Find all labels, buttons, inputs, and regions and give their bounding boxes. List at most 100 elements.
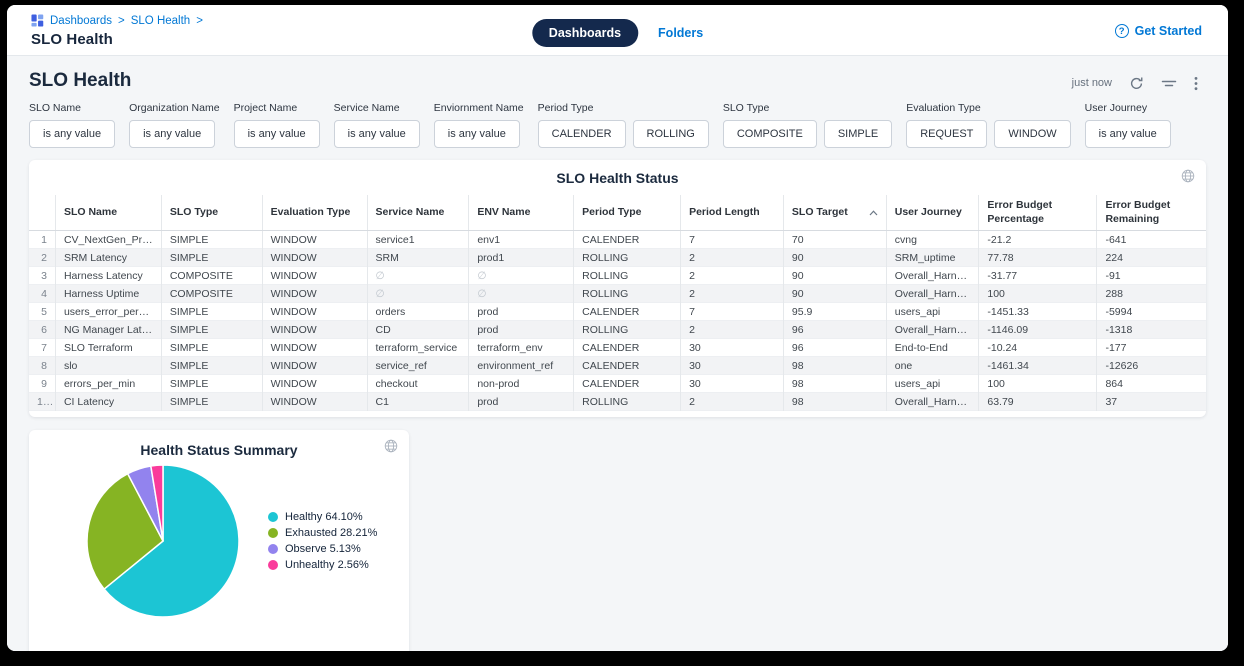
table-cell: CALENDER (573, 302, 681, 321)
table-cell: 98 (782, 356, 887, 375)
filter-group: Evaluation Type REQUEST WINDOW (906, 102, 1071, 148)
table-row: 2 SRM Latency SIMPLE WINDOW SRM prod1 ROLLING 2… (29, 248, 1206, 267)
slo-health-status-table: SLO Name SLO Type Evaluation Type Service N… (29, 195, 1206, 411)
tab-folders[interactable]: Folders (658, 26, 704, 40)
filter-option-button[interactable]: is any value (1084, 120, 1171, 148)
table-cell: SIMPLE (160, 374, 263, 393)
column-header[interactable]: ENV Name (468, 195, 574, 232)
breadcrumb-link-slo-health[interactable]: SLO Health (130, 14, 191, 27)
table-cell: ROLLING (573, 320, 681, 339)
table-cell: CALENDER (573, 356, 681, 375)
table-cell: 30 (680, 374, 784, 393)
table-cell: 224 (1096, 248, 1206, 267)
table-cell: End-to-End (885, 338, 979, 357)
breadcrumb-link-dashboards[interactable]: Dashboards (50, 14, 113, 27)
legend-item[interactable]: Unhealthy 2.56% (268, 559, 377, 571)
filter-option-button[interactable]: CALENDER (537, 120, 626, 148)
table-globe-button[interactable] (1181, 169, 1195, 188)
table-cell: environment_ref (468, 356, 574, 375)
table-cell: ∅ (468, 284, 574, 303)
filter-label: User Journey (1084, 102, 1148, 114)
table-cell: users_api (885, 374, 979, 393)
column-header[interactable]: SLO Type (160, 195, 263, 232)
table-cell: errors_per_min (54, 374, 162, 393)
breadcrumb-separator: > (118, 14, 125, 27)
filter-option-button[interactable]: is any value (233, 120, 320, 148)
get-started-button[interactable]: ? Get Started (1114, 24, 1202, 38)
column-header[interactable]: Evaluation Type (261, 195, 367, 232)
legend-item[interactable]: Observe 5.13% (268, 543, 377, 555)
column-header[interactable]: Error Budget Percentage (978, 195, 1097, 232)
column-header[interactable]: Period Type (573, 195, 681, 232)
pie-slice-healthy[interactable] (103, 464, 240, 618)
pie-slice-exhausted[interactable] (86, 473, 164, 591)
legend-label: Unhealthy 2.56% (285, 559, 369, 572)
row-number: 5 (41, 305, 47, 318)
table-row: 10 CI Latency SIMPLE WINDOW C1 prod ROLLING 2 98… (29, 392, 1206, 411)
table-cell: 2 (680, 248, 784, 267)
table-cell: WINDOW (261, 266, 367, 285)
filter-group: Period Type CALENDER ROLLING (537, 102, 709, 148)
filter-group: SLO Name is any value (29, 102, 116, 148)
legend-item[interactable]: Healthy 64.10% (268, 511, 377, 523)
pie-slice-unhealthy[interactable] (150, 464, 164, 543)
filter-label: Project Name (233, 102, 298, 114)
filters-toggle-button[interactable] (1161, 77, 1177, 90)
app-window: Dashboards > SLO Health > SLO Health Das… (7, 5, 1228, 651)
slo-health-status-card: SLO Health Status SLO Name SLO Type Evalua… (29, 160, 1206, 418)
table-cell: WINDOW (261, 356, 367, 375)
table-cell: 96 (782, 338, 887, 357)
table-cell: one (885, 356, 979, 375)
row-number: 1 (41, 233, 47, 246)
filter-option-button[interactable]: REQUEST (906, 120, 988, 148)
filter-option-button[interactable]: WINDOW (994, 120, 1071, 148)
table-cell: service1 (366, 230, 469, 249)
legend-label: Exhausted 28.21% (285, 527, 378, 540)
table-cell: 2 (680, 284, 784, 303)
table-row: 4 Harness Uptime COMPOSITE WINDOW ∅ ∅ ROLLING 2… (29, 284, 1206, 303)
table-cell: SIMPLE (160, 248, 263, 267)
globe-icon (1181, 169, 1195, 183)
column-header[interactable]: SLO Target (782, 195, 887, 232)
filter-label: Organization Name (129, 102, 220, 114)
table-cell: SLO Terraform (54, 338, 162, 357)
column-header[interactable]: User Journey (885, 195, 979, 232)
table-cell: Overall_Harness (885, 392, 979, 411)
filter-group: Service Name is any value (333, 102, 420, 148)
filter-group: Project Name is any value (233, 102, 320, 148)
filter-option-button[interactable]: COMPOSITE (722, 120, 817, 148)
table-cell: users_error_per_min (54, 302, 162, 321)
column-header[interactable]: Period Length (680, 195, 784, 232)
filter-option-button[interactable]: is any value (29, 120, 116, 148)
table-cell: prod (468, 302, 574, 321)
table-cell: Harness Uptime (54, 284, 162, 303)
table-cell: SIMPLE (160, 356, 263, 375)
pie-title: Health Status Summary (140, 442, 298, 459)
table-cell: -641 (1096, 230, 1206, 249)
refresh-icon (1130, 77, 1143, 89)
column-header[interactable]: Error Budget Remaining (1096, 195, 1206, 232)
filter-option-button[interactable]: is any value (129, 120, 216, 148)
column-header[interactable]: SLO Name (54, 195, 162, 232)
table-cell: 288 (1096, 284, 1206, 303)
table-cell: -21.2 (978, 230, 1097, 249)
filter-option-button[interactable]: SIMPLE (823, 120, 893, 148)
table-cell: service_ref (366, 356, 469, 375)
row-number: 9 (41, 377, 47, 390)
refresh-button[interactable] (1129, 76, 1144, 91)
table-cell: WINDOW (261, 374, 367, 393)
pie-chart[interactable] (83, 461, 243, 621)
column-header[interactable]: Service Name (366, 195, 469, 232)
filter-option-button[interactable]: is any value (333, 120, 420, 148)
table-row: 1 CV_NextGen_Prod SIMPLE WINDOW service1 env1… (29, 230, 1206, 249)
tab-dashboards[interactable]: Dashboards (531, 19, 639, 47)
pie-globe-button[interactable] (384, 439, 398, 458)
table-cell: CV_NextGen_Prod (54, 230, 162, 249)
filter-option-button[interactable]: ROLLING (632, 120, 709, 148)
legend-item[interactable]: Exhausted 28.21% (268, 527, 377, 539)
table-cell: env1 (468, 230, 574, 249)
table-header: SLO Name SLO Type Evaluation Type Service N… (29, 195, 1206, 232)
dashboard-menu-button[interactable] (1194, 76, 1198, 91)
filter-option-button[interactable]: is any value (433, 120, 520, 148)
table-cell: -177 (1096, 338, 1206, 357)
